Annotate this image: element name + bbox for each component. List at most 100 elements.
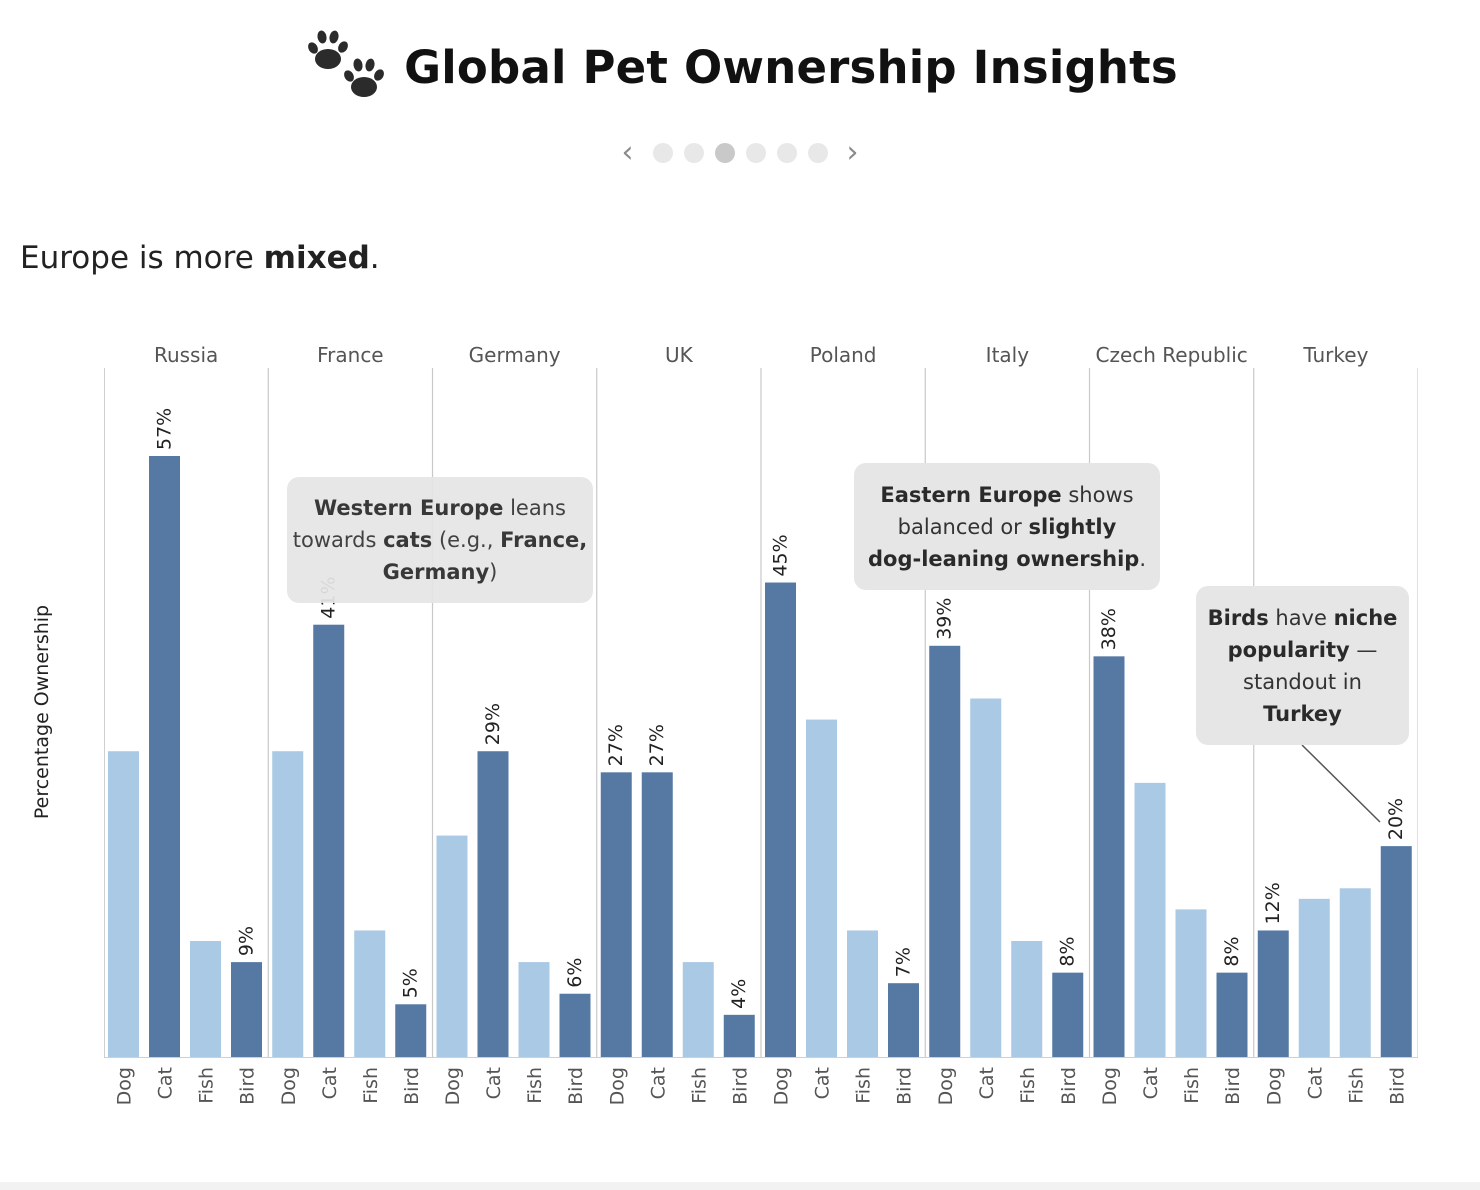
x-tick-label: Bird <box>237 1067 259 1105</box>
x-tick-label: Bird <box>729 1067 751 1105</box>
x-tick-label: Dog <box>1099 1067 1121 1105</box>
x-tick-label: Fish <box>196 1067 218 1104</box>
ann-eastern-l3-rest: . <box>1139 546 1146 571</box>
pager-dot-1[interactable] <box>652 143 673 163</box>
x-tick-label: Cat <box>483 1067 505 1099</box>
bar-cat <box>149 456 180 1057</box>
country-header-france: France <box>317 343 384 367</box>
bar-bird <box>1380 846 1412 1057</box>
x-tick-label: Bird <box>1058 1067 1080 1105</box>
ann-western-l2-bold2: France, <box>500 528 588 552</box>
ann-eastern-l1-rest: shows <box>1061 482 1134 507</box>
x-tick-label: Bird <box>894 1067 916 1105</box>
bar-fish <box>1011 941 1043 1057</box>
footer-divider <box>0 1182 1480 1190</box>
data-label: 20% <box>1385 798 1407 840</box>
x-tick-label: Dog <box>1263 1067 1285 1105</box>
bar-cat <box>1298 898 1330 1057</box>
ann-western-l2-bold: cats <box>383 528 433 552</box>
x-tick-label: Fish <box>524 1067 546 1104</box>
bar-dog <box>1093 656 1125 1057</box>
x-tick-label: Bird <box>1222 1067 1244 1105</box>
x-tick-label: Bird <box>401 1067 423 1105</box>
data-label: 12% <box>1262 882 1284 924</box>
country-header-russia: Russia <box>154 343 218 367</box>
ann-birds-l1-bold: Birds <box>1207 605 1269 630</box>
x-tick-label: Fish <box>853 1067 875 1104</box>
bar-dog <box>1257 930 1289 1057</box>
ann-eastern-l1-bold: Eastern Europe <box>880 482 1062 507</box>
data-label: 45% <box>770 534 792 576</box>
annotation-connector-line <box>1301 744 1381 823</box>
x-tick-label: Cat <box>812 1067 834 1099</box>
data-label: 9% <box>236 926 258 956</box>
pager-dot-5[interactable] <box>776 143 797 163</box>
x-tick-label: Cat <box>1140 1067 1162 1099</box>
caption-prefix: Europe is more <box>20 240 264 276</box>
x-tick-label: Bird <box>565 1067 587 1105</box>
x-tick-label: Dog <box>771 1067 793 1105</box>
ann-birds-l4-bold: Turkey <box>1263 701 1342 726</box>
ann-birds-l3: standout in <box>1243 669 1362 694</box>
x-tick-label: Fish <box>360 1067 382 1104</box>
x-tick-label: Dog <box>935 1067 957 1105</box>
bar-dog <box>108 751 139 1057</box>
data-label: 29% <box>482 703 504 745</box>
bar-cat <box>477 751 509 1057</box>
header: Global Pet Ownership Insights <box>0 8 1480 118</box>
ann-western-l1-bold: Western Europe <box>314 496 504 520</box>
bar-fish <box>354 930 386 1057</box>
ann-eastern-l3-bold: dog-leaning ownership <box>867 546 1140 571</box>
bar-bird <box>395 1004 427 1057</box>
data-label: 8% <box>1221 936 1243 966</box>
caption-emphasis: mixed <box>263 240 370 276</box>
chevron-left-icon[interactable]: ‹ <box>621 135 634 170</box>
ann-eastern-l2-bold: slightly <box>1028 514 1117 539</box>
annotation-birds-turkey: Birds have niche popularity — standout i… <box>1196 586 1409 745</box>
x-tick-label: Cat <box>319 1067 341 1099</box>
pager-dot-2[interactable] <box>683 143 704 163</box>
pager-dot-6[interactable] <box>807 143 828 163</box>
x-tick-label: Dog <box>606 1067 628 1105</box>
bar-bird <box>559 993 591 1057</box>
data-label: 57% <box>154 408 176 450</box>
annotation-western-europe: Western Europe leans towards cats (e.g.,… <box>287 477 593 603</box>
page-title: Global Pet Ownership Insights <box>404 40 1178 94</box>
paw-prints-icon <box>308 30 385 97</box>
data-label: 4% <box>728 979 750 1009</box>
pager-dot-3[interactable] <box>714 143 735 163</box>
data-label: 27% <box>646 724 668 766</box>
x-tick-label: Cat <box>155 1067 177 1099</box>
x-tick-label: Dog <box>114 1067 136 1105</box>
bar-cat <box>313 624 345 1057</box>
pager-dot-4[interactable] <box>745 143 766 163</box>
x-tick-label: Bird <box>1386 1067 1408 1105</box>
bar-cat <box>806 719 837 1057</box>
bar-fish <box>847 930 878 1057</box>
ann-eastern-l2-a: balanced or <box>897 514 1029 539</box>
bar-fish <box>190 941 221 1057</box>
bar-cat <box>1134 782 1166 1057</box>
x-tick-label: Fish <box>1345 1067 1367 1104</box>
pet-ownership-bar-chart: Percentage Ownership Russia Dog 57% Cat Fish 9… <box>31 343 1418 1105</box>
x-tick-label: Dog <box>442 1067 464 1105</box>
chevron-right-icon[interactable]: › <box>846 135 859 170</box>
ann-western-l2-a: towards <box>292 528 384 552</box>
bar-bird <box>231 962 262 1057</box>
ann-birds-l1-a: have <box>1268 605 1334 630</box>
bar-cat <box>970 698 1002 1057</box>
x-tick-label: Fish <box>688 1067 710 1104</box>
data-label: 5% <box>400 968 422 998</box>
ann-western-l3-rest: ) <box>489 560 498 584</box>
x-tick-label: Cat <box>1304 1067 1326 1099</box>
bar-dog <box>272 751 304 1057</box>
x-tick-label: Dog <box>278 1067 300 1105</box>
ann-birds-l2-rest: — <box>1349 637 1378 662</box>
country-header-turkey: Turkey <box>1302 343 1368 367</box>
bar-fish <box>1339 888 1371 1057</box>
data-label: 8% <box>1057 936 1079 966</box>
ann-western-l1-rest: leans <box>503 496 566 520</box>
data-label: 39% <box>934 598 956 640</box>
data-label: 27% <box>605 724 627 766</box>
ann-western-l2-b: (e.g., <box>432 528 501 552</box>
